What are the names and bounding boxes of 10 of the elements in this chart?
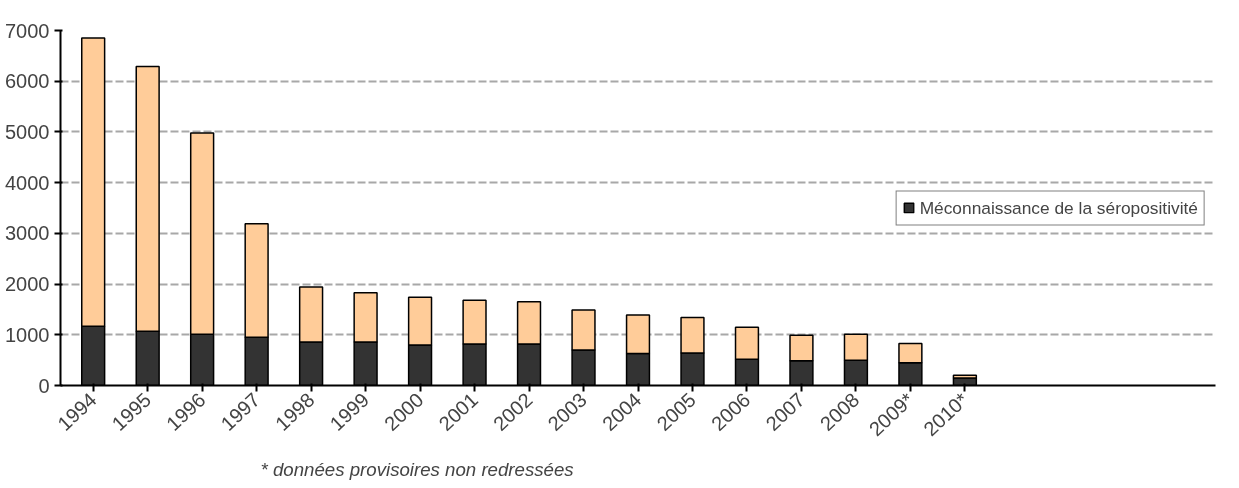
y-tick-label: 4000 xyxy=(5,171,50,194)
y-tick-label: 2000 xyxy=(5,273,50,296)
y-tick-label: 5000 xyxy=(5,120,50,143)
y-tick-label: 1000 xyxy=(5,323,50,346)
y-tick-label: 3000 xyxy=(5,222,50,245)
legend-label: Méconnaissance de la séropositivité xyxy=(919,197,1198,218)
text: * données provisoires non redressées xyxy=(260,458,574,480)
y-tick-label: 6000 xyxy=(5,70,50,93)
y-tick-label: 0 xyxy=(38,374,50,397)
y-tick-label: 7000 xyxy=(5,19,50,42)
